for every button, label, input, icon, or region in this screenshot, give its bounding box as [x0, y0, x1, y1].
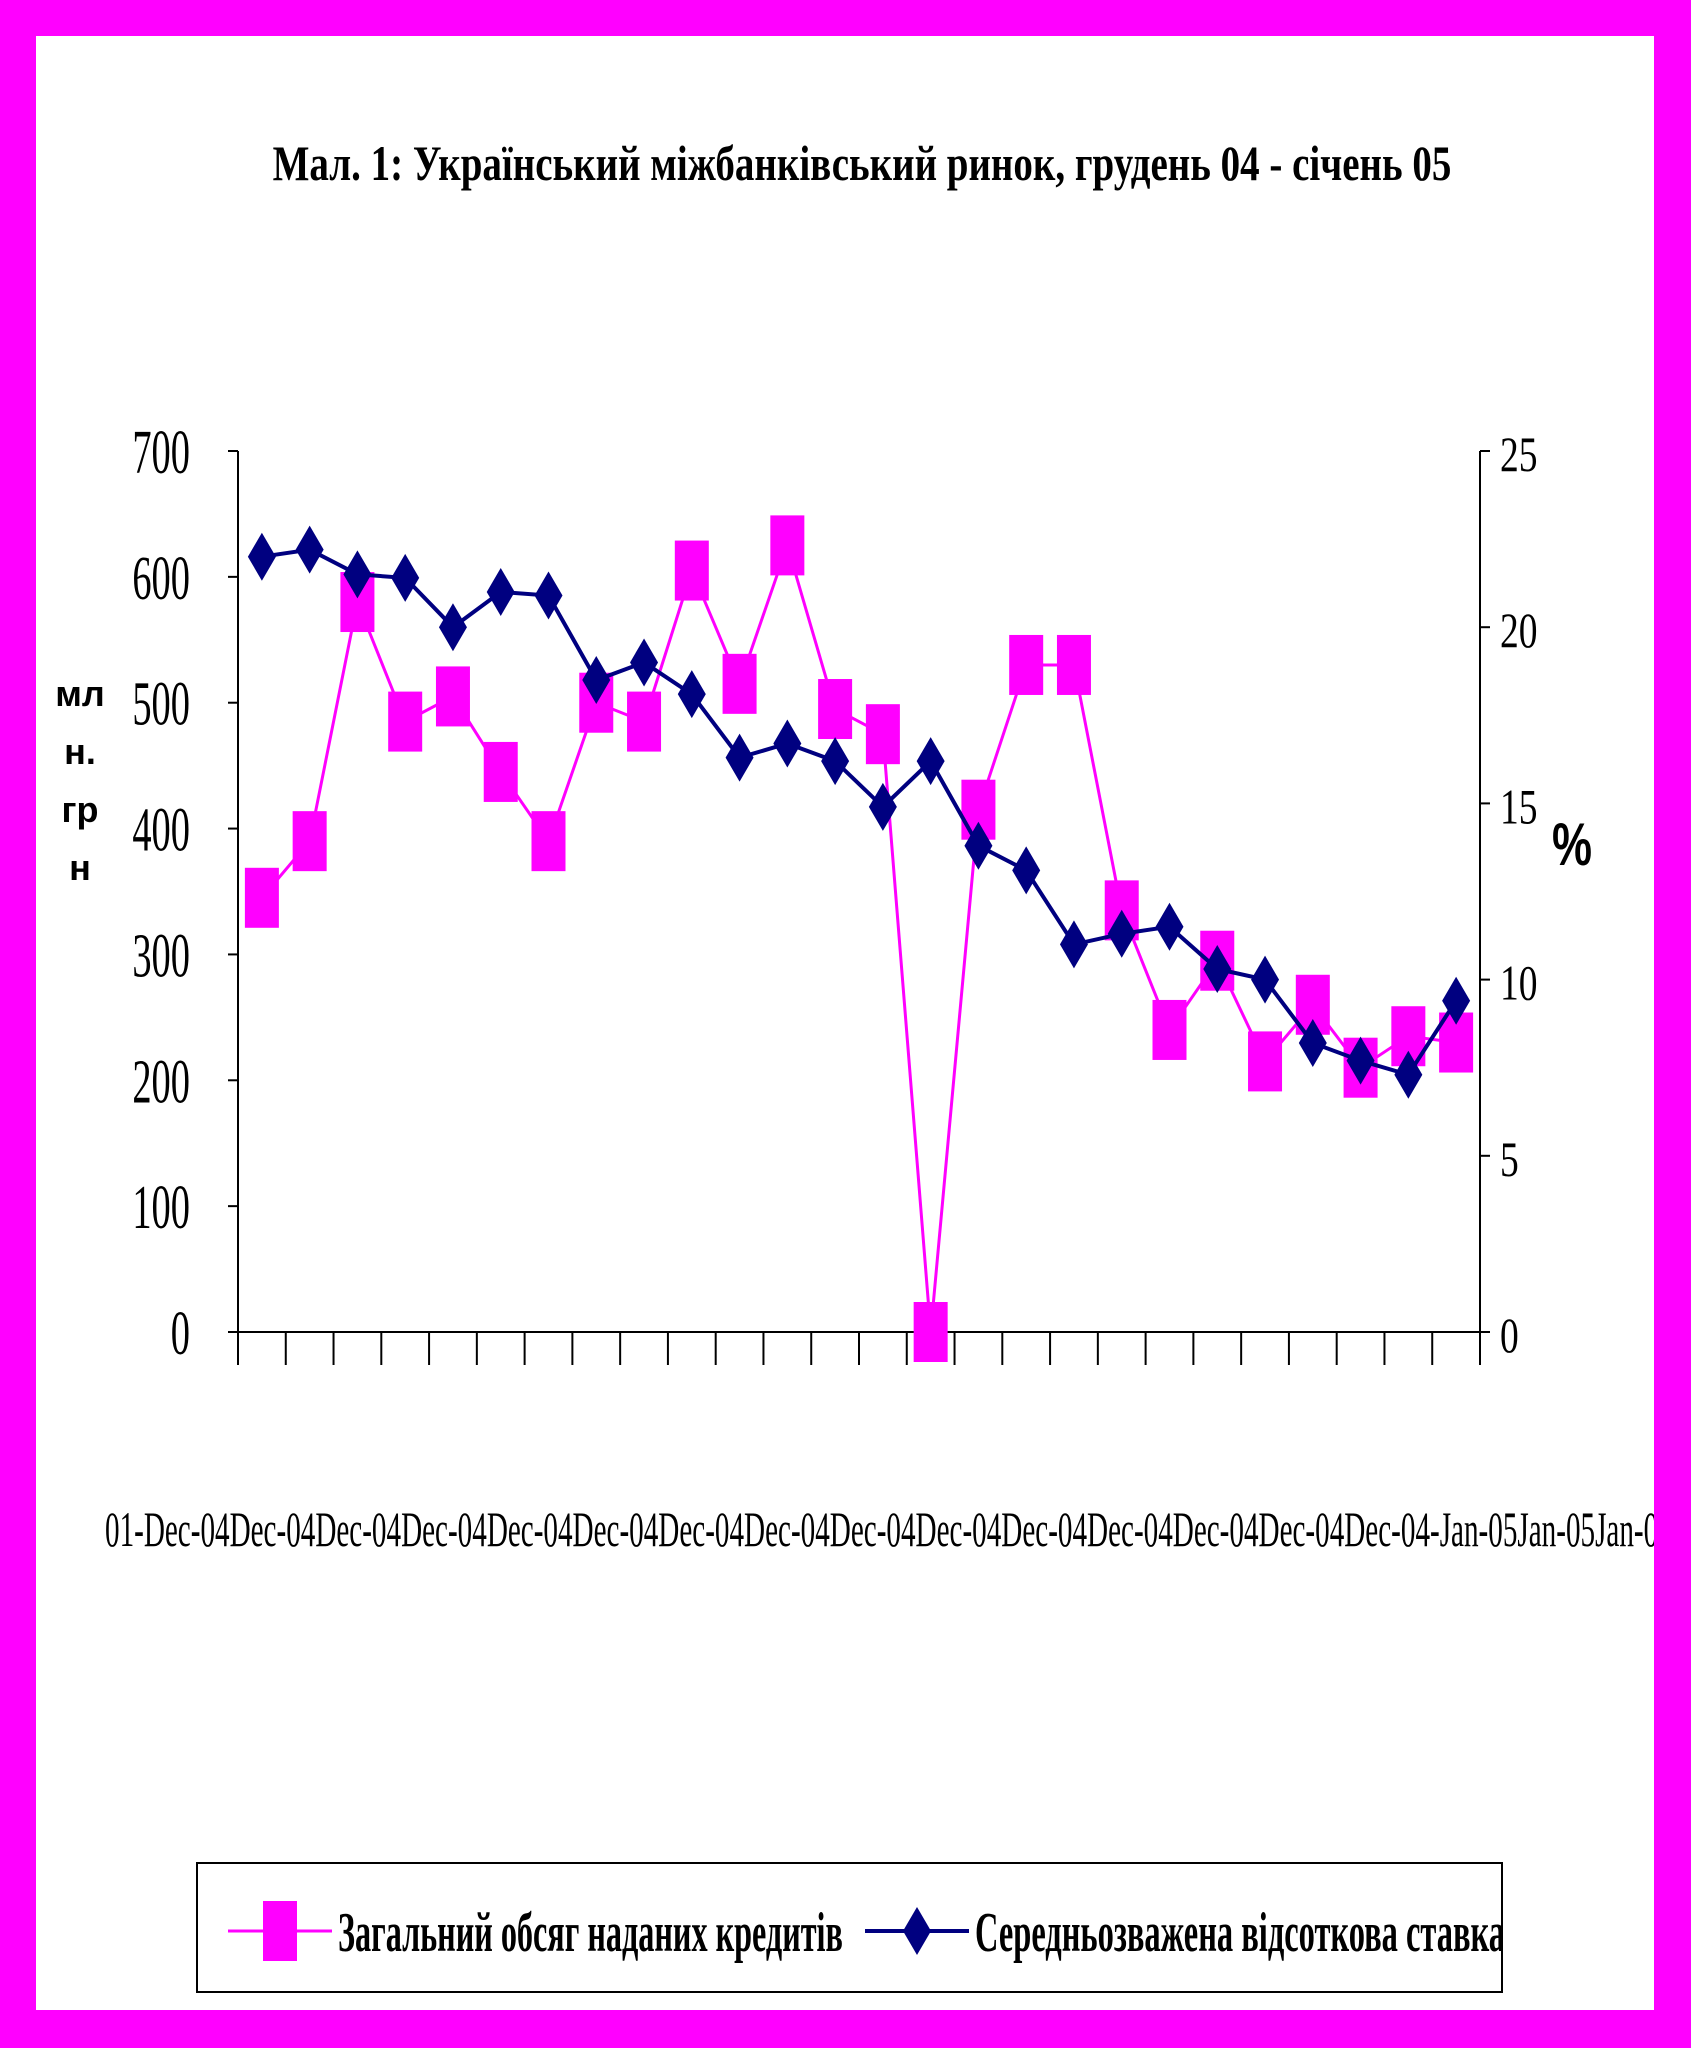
chart-title: Мал. 1: Український міжбанківський ринок…	[273, 135, 1452, 191]
legend-credits-label: Загальний обсяг наданих кредитів	[338, 1901, 843, 1964]
right-y-tick-label: 10	[1500, 955, 1537, 1010]
left-y-tick-label: 200	[132, 1048, 190, 1117]
left-y-tick-label: 700	[132, 419, 190, 488]
interest-rate-point	[964, 821, 993, 870]
credits-volume-point	[674, 540, 709, 601]
credits-volume-point	[627, 691, 662, 752]
interest-rate-point	[1203, 945, 1232, 994]
left-y-tick-label: 500	[132, 671, 190, 740]
left-y-tick-label: 100	[132, 1174, 190, 1243]
credits-volume-point	[388, 691, 423, 752]
credits-volume-point	[292, 811, 327, 872]
right-y-tick-label: 5	[1500, 1132, 1519, 1187]
interest-rate-point	[916, 737, 945, 786]
interest-rate-point	[1346, 1036, 1375, 1085]
legend: Загальний обсяг наданих кредитів Середньо…	[196, 1862, 1505, 1993]
credits-volume-point	[244, 867, 279, 928]
interest-rate-point	[1155, 902, 1184, 951]
credits-volume-point	[818, 679, 853, 740]
chart: Мал. 1: Український міжбанківський ринок…	[55, 135, 1654, 1557]
interest-rate-point	[1251, 955, 1280, 1004]
legend-credits-marker	[263, 1901, 297, 1961]
interest-rate-point	[868, 782, 897, 831]
left-y-axis-label: гр	[62, 789, 99, 830]
credits-volume-point	[722, 653, 757, 714]
interest-rate-point	[438, 603, 467, 652]
interest-rate-point	[725, 733, 754, 782]
left-y-axis-label: н.	[64, 731, 96, 772]
chart-frame: Мал. 1: Український міжбанківський ринок…	[36, 36, 1654, 2010]
left-y-tick-label: 400	[132, 796, 190, 865]
left-y-tick-label: 300	[132, 922, 190, 991]
interest-rate-point	[630, 638, 659, 687]
right-y-tick-label: 15	[1500, 779, 1537, 834]
left-y-tick-label: 600	[132, 545, 190, 614]
credits-volume-point	[865, 704, 900, 765]
right-y-tick-label: 20	[1500, 603, 1537, 658]
interest-rate-point	[391, 553, 420, 602]
left-y-tick-label: 0	[171, 1300, 190, 1369]
interest-rate-point	[486, 567, 515, 616]
interest-rate-point	[1012, 846, 1041, 895]
left-y-axis-label: н	[69, 847, 91, 888]
credits-volume-point	[531, 811, 566, 872]
credits-volume-point	[1056, 634, 1091, 695]
interest-rate-point	[295, 525, 324, 574]
right-y-tick-label: 25	[1500, 427, 1537, 482]
interest-rate-point	[677, 670, 706, 719]
legend-svg: Загальний обсяг наданих кредитів Середньо…	[228, 1901, 1505, 1964]
credits-volume-point	[1152, 999, 1187, 1060]
interest-rate-point	[343, 550, 372, 599]
credits-volume-point	[1248, 1031, 1283, 1092]
interest-rate-point	[773, 719, 802, 768]
credits-volume-line	[260, 540, 1457, 1333]
interest-rate-point	[582, 656, 611, 705]
right-y-tick-label: 0	[1500, 1308, 1519, 1363]
credits-volume-point	[435, 666, 470, 727]
credits-volume-point	[770, 515, 805, 576]
interest-rate-point	[247, 532, 276, 581]
right-y-axis-label: %	[1552, 812, 1592, 879]
interest-rate-point	[1298, 1019, 1327, 1068]
x-tick-labels: 01-Dec-04Dec-04Dec-04Dec-04Dec-04Dec-04D…	[105, 1502, 1654, 1557]
interest-rate-point	[534, 571, 563, 620]
interest-rate-point	[1394, 1050, 1423, 1099]
left-y-axis-label: мл	[55, 673, 105, 714]
credits-volume-point	[913, 1302, 948, 1362]
legend-rate-marker	[903, 1907, 931, 1955]
credits-volume-point	[1009, 634, 1044, 695]
credits-volume-point	[483, 741, 518, 802]
interest-rate-point	[1059, 920, 1088, 969]
legend-rate-label: Середньозважена відсоткова ставка	[975, 1901, 1501, 1963]
interest-rate-point	[1442, 976, 1471, 1025]
interest-rate-point	[1107, 909, 1136, 958]
interest-rate-point	[821, 737, 850, 786]
